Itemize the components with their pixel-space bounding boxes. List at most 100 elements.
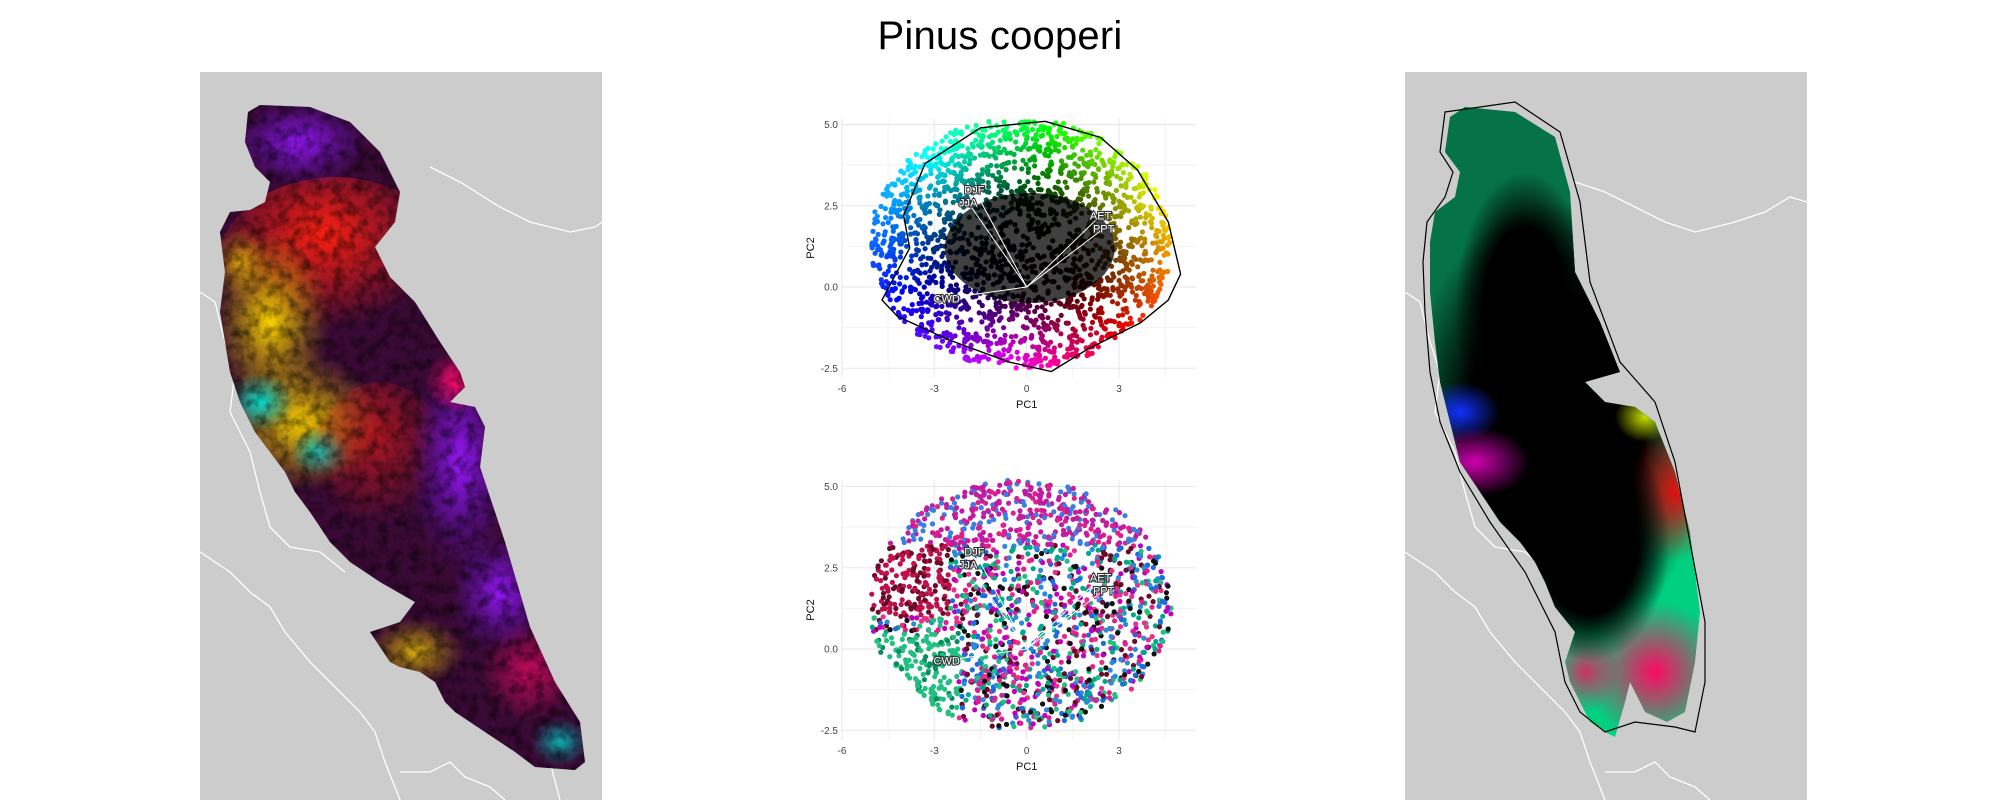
data-point bbox=[954, 593, 960, 599]
data-point bbox=[1157, 239, 1163, 245]
data-point bbox=[1063, 320, 1069, 326]
data-point bbox=[1106, 690, 1112, 696]
data-point bbox=[1123, 559, 1129, 565]
data-point bbox=[1108, 634, 1114, 640]
data-point bbox=[937, 678, 943, 684]
data-point bbox=[884, 254, 890, 260]
data-point bbox=[969, 506, 975, 512]
data-point bbox=[1139, 580, 1145, 586]
data-point bbox=[1009, 548, 1015, 554]
data-point bbox=[992, 565, 998, 571]
data-point bbox=[934, 696, 940, 702]
data-point bbox=[1024, 712, 1030, 719]
data-point bbox=[891, 246, 897, 252]
data-point bbox=[997, 316, 1003, 322]
data-point bbox=[1079, 156, 1085, 162]
data-point bbox=[934, 504, 941, 510]
data-point bbox=[1061, 633, 1068, 639]
x-tick-label: -6 bbox=[838, 746, 847, 757]
data-point bbox=[1022, 325, 1028, 331]
data-point bbox=[919, 659, 925, 666]
data-point bbox=[974, 661, 980, 667]
data-point bbox=[1066, 708, 1072, 714]
data-point bbox=[952, 603, 958, 609]
data-point bbox=[921, 284, 927, 290]
data-point bbox=[1150, 240, 1156, 246]
data-point bbox=[929, 264, 935, 270]
data-point bbox=[1158, 246, 1164, 252]
data-point bbox=[1033, 714, 1039, 720]
data-point bbox=[1105, 277, 1111, 283]
data-point bbox=[956, 567, 962, 573]
data-point bbox=[1067, 599, 1074, 605]
data-point bbox=[921, 223, 927, 229]
data-point bbox=[968, 199, 974, 206]
data-point bbox=[1054, 517, 1060, 523]
data-point bbox=[975, 142, 982, 148]
data-point bbox=[1124, 261, 1130, 267]
data-point bbox=[966, 161, 972, 167]
data-point bbox=[990, 687, 997, 693]
data-point bbox=[1144, 568, 1150, 574]
data-point bbox=[943, 619, 949, 626]
data-point bbox=[1141, 649, 1147, 655]
climate-raster bbox=[220, 105, 585, 770]
data-point bbox=[1069, 343, 1075, 349]
data-point bbox=[1046, 493, 1052, 499]
data-point bbox=[908, 258, 914, 264]
data-point bbox=[1034, 304, 1040, 310]
data-point bbox=[928, 591, 934, 597]
data-point bbox=[1085, 632, 1091, 638]
data-point bbox=[1034, 144, 1040, 150]
data-point bbox=[908, 550, 914, 556]
data-point bbox=[886, 594, 892, 600]
data-point bbox=[1133, 216, 1139, 222]
data-point bbox=[1113, 593, 1119, 599]
data-point bbox=[1033, 553, 1039, 560]
data-point bbox=[959, 693, 965, 699]
data-point bbox=[1115, 575, 1121, 581]
data-point bbox=[1046, 715, 1052, 721]
data-point bbox=[1097, 205, 1103, 211]
data-point bbox=[877, 620, 883, 626]
data-point bbox=[888, 215, 894, 221]
data-point bbox=[915, 247, 922, 254]
data-point bbox=[1136, 284, 1142, 290]
data-point bbox=[1062, 548, 1068, 554]
data-point bbox=[914, 615, 920, 621]
data-point bbox=[965, 146, 971, 152]
data-point bbox=[1033, 132, 1039, 138]
data-point bbox=[1103, 195, 1109, 201]
data-point bbox=[898, 613, 904, 619]
data-point bbox=[920, 671, 926, 677]
data-point bbox=[1041, 515, 1048, 521]
data-point bbox=[990, 506, 996, 512]
data-point bbox=[953, 689, 959, 695]
data-point bbox=[1132, 574, 1138, 580]
data-point bbox=[1140, 190, 1146, 196]
data-point bbox=[921, 553, 927, 559]
data-point bbox=[1122, 297, 1128, 303]
data-point bbox=[880, 590, 887, 596]
data-point bbox=[1062, 687, 1068, 693]
data-point bbox=[1053, 706, 1059, 712]
data-point bbox=[1029, 334, 1035, 340]
data-point bbox=[884, 570, 890, 576]
data-point bbox=[916, 553, 922, 559]
data-point bbox=[939, 179, 945, 185]
data-point bbox=[899, 666, 905, 672]
data-point bbox=[1042, 346, 1048, 353]
data-point bbox=[1006, 500, 1012, 506]
data-point bbox=[1079, 646, 1085, 652]
data-point bbox=[917, 164, 923, 170]
data-point bbox=[887, 540, 894, 546]
data-point bbox=[949, 712, 955, 718]
data-point bbox=[935, 317, 941, 323]
y-axis-title: PC2 bbox=[805, 237, 817, 258]
data-point bbox=[1075, 163, 1081, 169]
data-point bbox=[1020, 157, 1026, 163]
data-point bbox=[977, 520, 983, 526]
data-point bbox=[942, 260, 948, 266]
data-point bbox=[1099, 555, 1105, 561]
